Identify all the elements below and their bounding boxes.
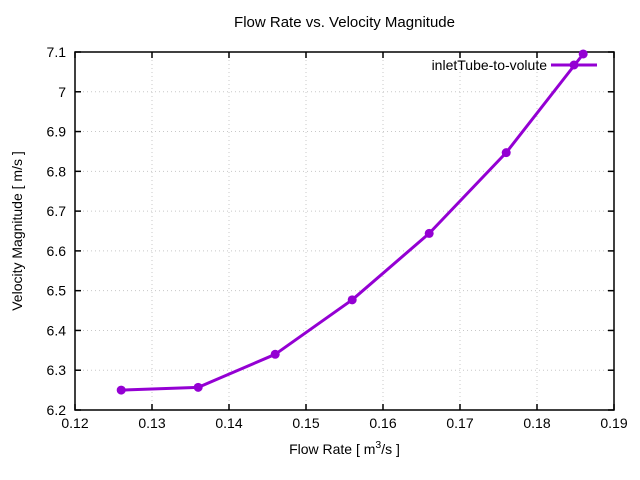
x-axis-label: Flow Rate [ m3/s ] xyxy=(289,439,400,457)
data-point xyxy=(347,295,357,305)
data-point xyxy=(116,385,126,395)
data-point xyxy=(270,349,280,359)
x-axis-label-text: /s ] xyxy=(381,441,400,457)
y-tick-label: 6.5 xyxy=(47,283,67,299)
x-tick-label: 0.17 xyxy=(446,415,473,431)
x-tick-label: 0.16 xyxy=(369,415,396,431)
x-axis-label-superscript: 3 xyxy=(375,439,381,451)
data-point xyxy=(578,49,588,59)
data-series-line xyxy=(119,52,585,392)
data-point xyxy=(424,228,434,238)
x-tick-label: 0.13 xyxy=(138,415,165,431)
data-point xyxy=(501,148,511,158)
y-tick-label: 6.7 xyxy=(47,203,67,219)
y-tick-label: 7.1 xyxy=(47,44,67,60)
y-tick-label: 6.8 xyxy=(47,163,67,179)
plot-border xyxy=(74,51,615,411)
x-tick-label: 0.19 xyxy=(600,415,627,431)
x-axis-label-text: Flow Rate [ m xyxy=(289,441,375,457)
x-tick-label: 0.12 xyxy=(61,415,88,431)
y-tick-label: 7 xyxy=(58,84,66,100)
legend-label: inletTube-to-volute xyxy=(432,57,548,73)
y-tick-label: 6.6 xyxy=(47,243,67,259)
y-tick-label: 6.4 xyxy=(47,322,67,338)
data-point xyxy=(193,382,203,392)
x-tick-label: 0.15 xyxy=(292,415,319,431)
legend-point-sample xyxy=(569,60,579,70)
x-tick-label: 0.14 xyxy=(215,415,242,431)
chart-title: Flow Rate vs. Velocity Magnitude xyxy=(234,14,455,31)
y-axis-label: Velocity Magnitude [ m/s ] xyxy=(9,151,25,311)
y-tick-label: 6.3 xyxy=(47,362,67,378)
y-tick-label: 6.2 xyxy=(47,402,67,418)
y-tick-label: 6.9 xyxy=(47,124,67,140)
x-tick-label: 0.18 xyxy=(523,415,550,431)
